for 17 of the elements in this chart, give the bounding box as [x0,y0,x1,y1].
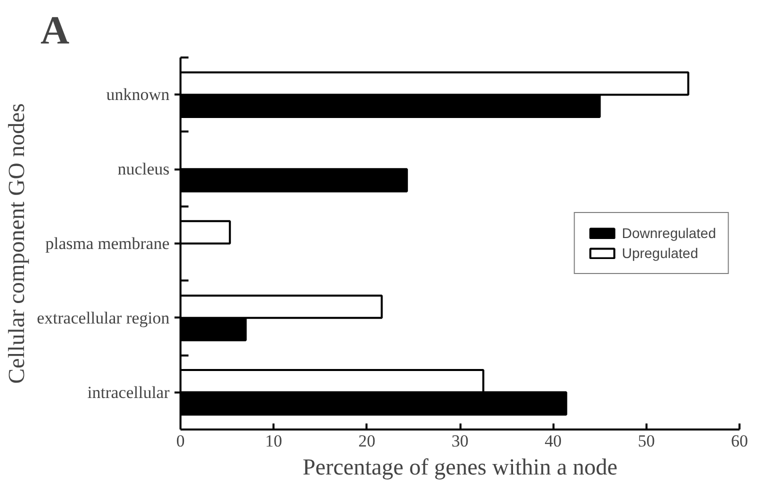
y-tick-label: nucleus [118,160,170,179]
y-tick-label: plasma membrane [45,234,170,253]
x-tick-label: 10 [265,432,282,450]
chart-title: A [40,8,70,52]
x-tick-label: 60 [731,432,748,450]
x-axis-title: Percentage of genes within a node [302,454,618,480]
y-tick-label: extracellular region [36,308,170,328]
x-tick-label: 30 [452,432,468,450]
y-axis-title: Cellular component GO nodes [4,103,29,384]
x-tick-label: 0 [176,432,185,450]
legend-label: Downregulated [622,225,716,241]
x-tick-label: 40 [544,432,562,450]
x-tick-label: 50 [638,432,655,450]
y-tick-label: unknown [106,85,170,104]
legend-label: Upregulated [622,245,698,261]
y-tick-label: intracellular [87,382,170,402]
x-tick-label: 20 [358,432,376,450]
